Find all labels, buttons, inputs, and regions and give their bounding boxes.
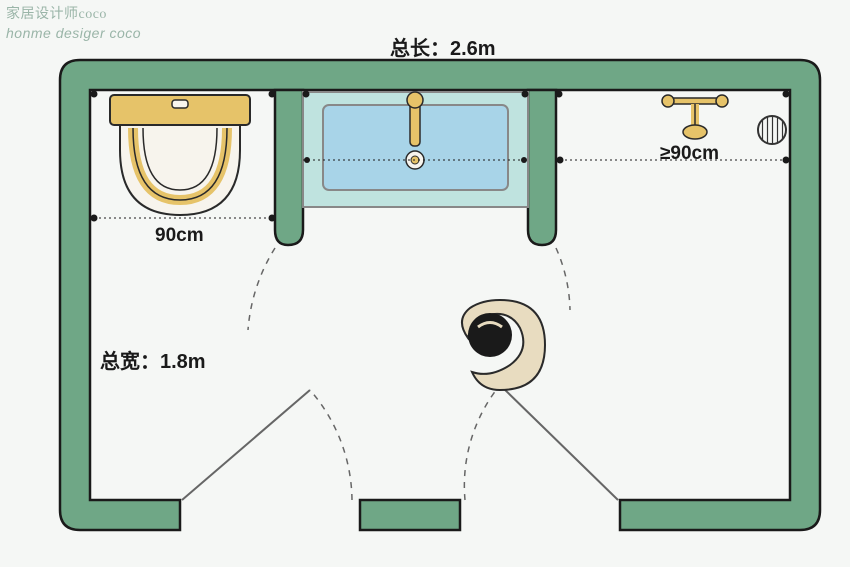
shower-icon bbox=[662, 95, 728, 139]
sink-icon bbox=[303, 92, 528, 207]
door-arcs bbox=[182, 248, 618, 500]
floorplan-svg bbox=[0, 0, 850, 567]
drain-icon bbox=[758, 116, 786, 144]
toilet-icon bbox=[110, 95, 250, 215]
person-icon bbox=[462, 300, 545, 390]
